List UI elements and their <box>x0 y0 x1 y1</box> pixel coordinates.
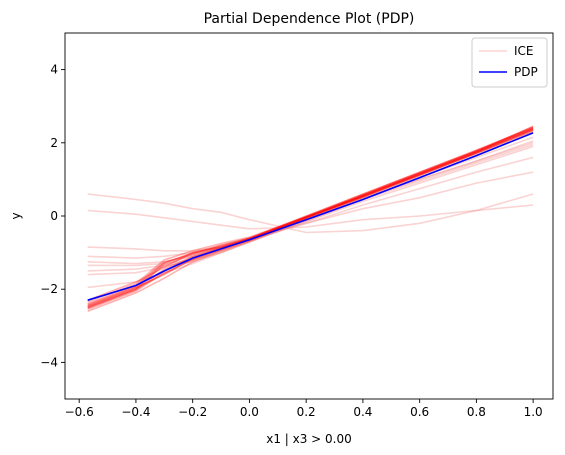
x-tick-label: 0.8 <box>467 405 486 419</box>
y-axis: −4 −2 0 2 4 <box>40 63 65 369</box>
pdp-line <box>87 132 534 301</box>
legend-label: PDP <box>514 65 538 79</box>
ice-line-faint-4 <box>87 145 534 265</box>
x-tick-label: −0.4 <box>121 405 150 419</box>
y-tick-label: 4 <box>50 63 58 77</box>
y-tick-label: −2 <box>40 282 58 296</box>
y-tick-label: 2 <box>50 136 58 150</box>
ice-line-faint-7 <box>87 142 534 276</box>
ice-line-10 <box>87 127 534 306</box>
x-tick-label: 0.0 <box>240 405 259 419</box>
ice-line-faint-0 <box>87 193 534 234</box>
x-tick-label: −0.2 <box>178 405 207 419</box>
x-tick-label: −0.6 <box>65 405 94 419</box>
ice-line-faint-2 <box>87 171 534 252</box>
x-tick-label: 1.0 <box>524 405 543 419</box>
ice-line-4 <box>87 131 534 303</box>
ice-line-faint-6 <box>87 143 534 272</box>
x-axis: −0.6 −0.4 −0.2 0.0 0.2 0.4 0.6 0.8 1.0 <box>65 399 543 419</box>
x-axis-label: x1 | x3 > 0.00 <box>266 432 352 446</box>
ice-line-3 <box>87 126 534 305</box>
series-lines <box>87 125 534 312</box>
legend-label: ICE <box>514 44 534 58</box>
x-tick-label: 0.2 <box>297 405 316 419</box>
ice-line-1 <box>87 127 534 307</box>
legend-box <box>471 37 548 88</box>
ice-line-8 <box>87 128 534 301</box>
plot-area <box>64 32 554 400</box>
y-tick-label: 0 <box>50 209 58 223</box>
chart-title: Partial Dependence Plot (PDP) <box>204 11 415 27</box>
ice-line-faint-5 <box>87 140 534 267</box>
legend: ICE PDP <box>471 37 548 88</box>
x-tick-label: 0.4 <box>353 405 372 419</box>
y-tick-label: −4 <box>40 355 58 369</box>
ice-line-faint-1 <box>87 204 534 230</box>
ice-line-6 <box>87 129 534 312</box>
y-axis-label: y <box>9 212 23 219</box>
ice-line-faint-3 <box>87 156 534 259</box>
x-tick-label: 0.6 <box>410 405 429 419</box>
